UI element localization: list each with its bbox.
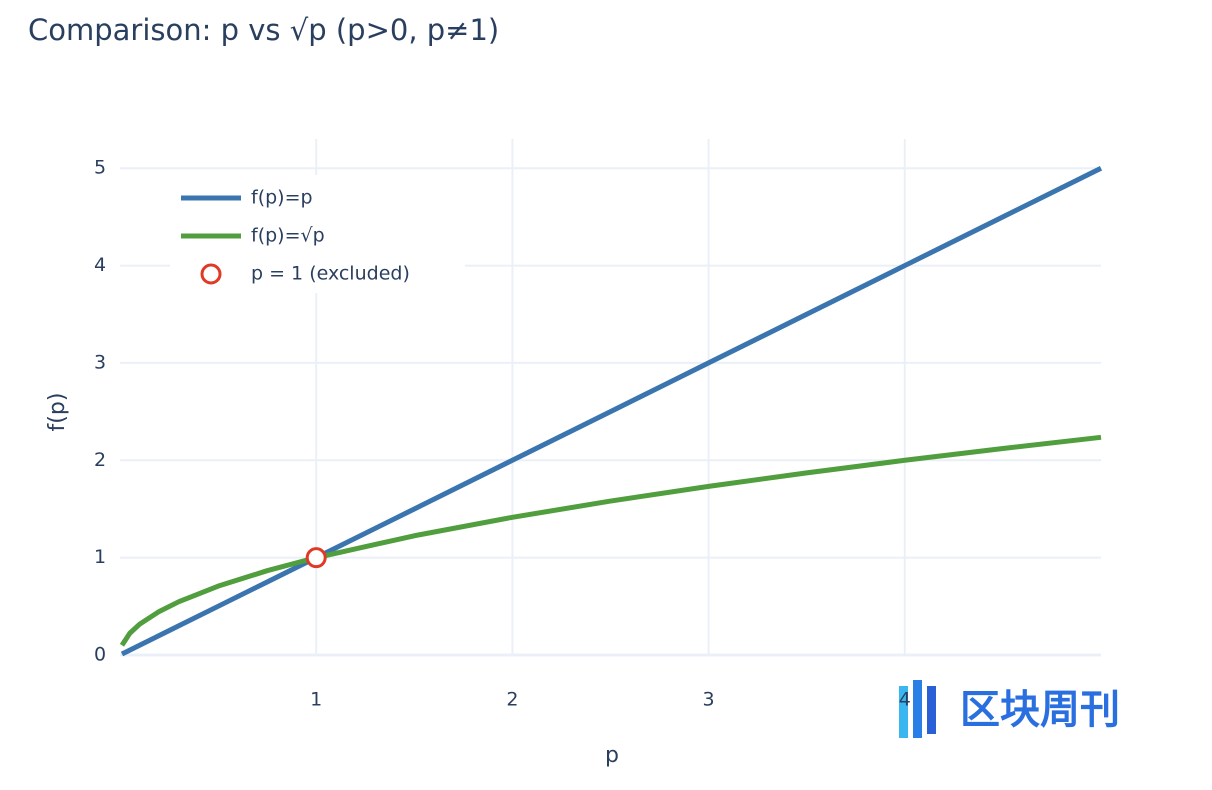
plot-area <box>119 165 1103 657</box>
logo-bar <box>913 680 922 738</box>
watermark-text: 区块周刊 <box>960 687 1120 733</box>
x-tick-label: 2 <box>506 689 518 711</box>
y-tick-label: 1 <box>94 546 106 568</box>
marker <box>305 547 327 569</box>
y-tick-label: 0 <box>94 644 106 666</box>
watermark: 区块周刊 <box>885 665 1195 765</box>
x-axis-title: p <box>605 743 619 768</box>
line <box>120 165 1103 657</box>
legend-swatch <box>200 263 222 285</box>
logo-bar <box>927 686 936 734</box>
y-axis-title: f(p) <box>45 393 70 432</box>
legend-label: f(p)=√p <box>251 225 325 247</box>
x-tick-label: 1 <box>310 689 322 711</box>
y-tick-label: 4 <box>94 254 106 276</box>
logo-bar <box>899 686 908 738</box>
y-tick-label: 5 <box>94 157 106 179</box>
x-tick-label: 3 <box>703 689 715 711</box>
line <box>119 434 1102 647</box>
legend-label: f(p)=p <box>251 187 313 209</box>
legend-label: p = 1 (excluded) <box>251 263 410 285</box>
y-tick-label: 3 <box>94 351 106 373</box>
y-tick-label: 2 <box>94 449 106 471</box>
legend: f(p)=p f(p)=√p p = 1 (excluded) <box>170 175 465 293</box>
chart-title: Comparison: p vs √p (p>0, p≠1) <box>28 13 499 47</box>
watermark-bg <box>885 665 1195 765</box>
x-tick-label: 4 <box>899 689 911 711</box>
